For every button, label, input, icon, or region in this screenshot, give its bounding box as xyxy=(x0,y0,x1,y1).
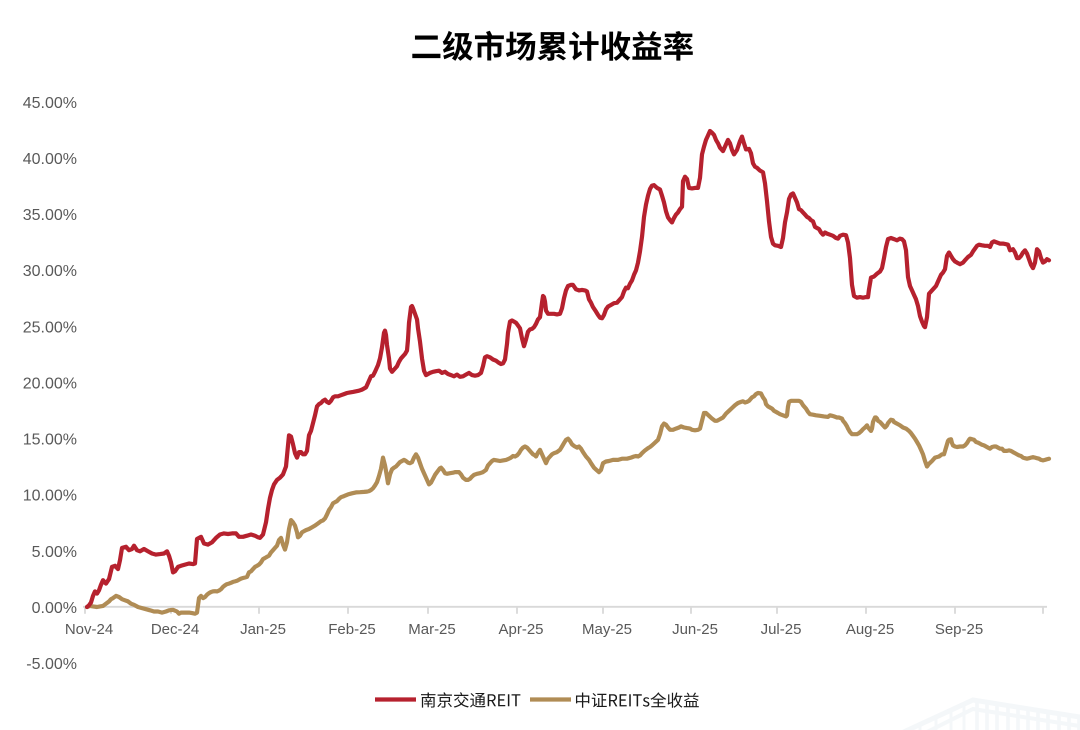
svg-text:Apr-25: Apr-25 xyxy=(498,621,543,638)
svg-text:Aug-25: Aug-25 xyxy=(846,621,894,638)
svg-text:Jun-25: Jun-25 xyxy=(672,621,718,638)
svg-text:40.00%: 40.00% xyxy=(23,151,77,168)
svg-text:25.00%: 25.00% xyxy=(23,319,77,336)
svg-text:10.00%: 10.00% xyxy=(23,488,77,505)
svg-text:5.00%: 5.00% xyxy=(32,544,77,561)
svg-text:30.00%: 30.00% xyxy=(23,263,77,280)
svg-text:35.00%: 35.00% xyxy=(23,207,77,224)
svg-text:Nov-24: Nov-24 xyxy=(65,621,113,638)
svg-text:20.00%: 20.00% xyxy=(23,376,77,393)
svg-text:Dec-24: Dec-24 xyxy=(151,621,199,638)
svg-text:-5.00%: -5.00% xyxy=(26,656,77,673)
svg-text:15.00%: 15.00% xyxy=(23,432,77,449)
svg-text:45.00%: 45.00% xyxy=(23,95,77,112)
svg-text:Sep-25: Sep-25 xyxy=(935,621,983,638)
svg-text:0.00%: 0.00% xyxy=(32,600,77,617)
svg-text:Jul-25: Jul-25 xyxy=(761,621,802,638)
svg-text:May-25: May-25 xyxy=(582,621,632,638)
svg-text:Feb-25: Feb-25 xyxy=(328,621,376,638)
svg-text:Jan-25: Jan-25 xyxy=(240,621,286,638)
svg-text:Mar-25: Mar-25 xyxy=(408,621,456,638)
